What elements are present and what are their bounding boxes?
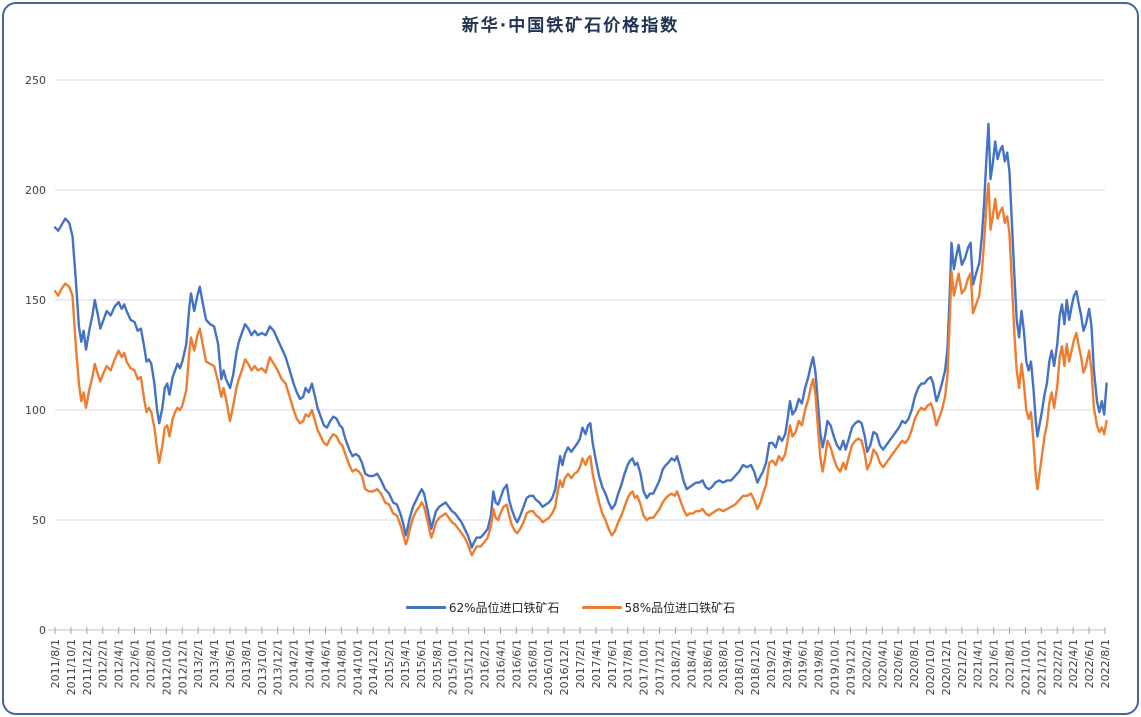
x-tick-label: 2012/12/1 [176, 639, 189, 695]
x-tick-label: 2015/12/1 [463, 639, 476, 695]
legend: 62%品位进口铁矿石 58%品位进口铁矿石 [0, 599, 1141, 616]
x-tick-label: 2014/10/1 [351, 639, 364, 695]
x-tick-label: 2015/8/1 [431, 639, 444, 688]
x-tick-label: 2022/8/1 [1099, 639, 1112, 688]
x-tick-label: 2022/6/1 [1083, 639, 1096, 688]
x-tick-label: 2020/10/1 [924, 639, 937, 695]
x-tick-label: 2013/8/1 [240, 639, 253, 688]
x-tick-label: 2016/10/1 [542, 639, 555, 695]
x-tick-label: 2021/12/1 [1035, 639, 1048, 695]
x-tick-label: 2016/8/1 [526, 639, 539, 688]
x-tick-label: 2018/8/1 [717, 639, 730, 688]
legend-item-62: 62%品位进口铁矿石 [405, 599, 560, 616]
chart-title: 新华·中国铁矿石价格指数 [461, 16, 680, 36]
x-tick-label: 2018/2/1 [669, 639, 682, 688]
x-tick-label: 2015/4/1 [399, 639, 412, 688]
x-tick-label: 2012/2/1 [97, 639, 110, 688]
x-tick-label: 2013/4/1 [208, 639, 221, 688]
x-tick-label: 2020/8/1 [908, 639, 921, 688]
x-tick-label: 2016/12/1 [558, 639, 571, 695]
x-tick-label: 2014/12/1 [367, 639, 380, 695]
y-tick-label: 200 [25, 184, 46, 197]
x-tick-label: 2012/4/1 [113, 639, 126, 688]
x-tick-label: 2018/6/1 [701, 639, 714, 688]
x-tick-label: 2014/6/1 [319, 639, 332, 688]
x-tick-label: 2012/10/1 [160, 639, 173, 695]
x-tick-label: 2017/12/1 [654, 639, 667, 695]
x-tick-label: 2019/2/1 [765, 639, 778, 688]
x-tick-label: 2013/6/1 [224, 639, 237, 688]
x-tick-label: 2015/6/1 [415, 639, 428, 688]
x-tick-label: 2013/12/1 [272, 639, 285, 695]
x-tick-label: 2012/6/1 [129, 639, 142, 688]
x-tick-label: 2021/6/1 [988, 639, 1001, 688]
y-tick-label: 50 [32, 514, 46, 527]
x-tick-label: 2019/4/1 [781, 639, 794, 688]
x-tick-label: 2017/10/1 [638, 639, 651, 695]
y-tick-label: 0 [39, 624, 46, 637]
series-line-62 [53, 122, 1108, 549]
x-tick-label: 2011/8/1 [49, 639, 62, 688]
x-tick-label: 2013/10/1 [256, 639, 269, 695]
series-line-58 [53, 182, 1108, 557]
y-tick-label: 150 [25, 294, 46, 307]
x-tick-label: 2011/10/1 [65, 639, 78, 695]
x-tick-label: 2016/6/1 [510, 639, 523, 688]
x-tick-label: 2020/6/1 [892, 639, 905, 688]
x-tick-label: 2021/8/1 [1004, 639, 1017, 688]
x-tick-label: 2017/4/1 [590, 639, 603, 688]
x-tick-label: 2019/10/1 [829, 639, 842, 695]
legend-line-swatch-58 [581, 606, 622, 609]
x-tick-label: 2014/8/1 [335, 639, 348, 688]
x-tick-label: 2019/8/1 [813, 639, 826, 688]
x-tick-label: 2021/4/1 [972, 639, 985, 688]
x-tick-label: 2021/10/1 [1019, 639, 1032, 695]
x-tick-label: 2017/6/1 [606, 639, 619, 688]
x-tick-label: 2022/4/1 [1067, 639, 1080, 688]
x-tick-label: 2018/10/1 [733, 639, 746, 695]
x-tick-label: 2020/2/1 [860, 639, 873, 688]
x-tick-label: 2015/10/1 [447, 639, 460, 695]
y-tick-label: 250 [25, 74, 46, 87]
legend-label-62: 62%品位进口铁矿石 [448, 601, 560, 615]
y-tick-label: 100 [25, 404, 46, 417]
x-tick-label: 2020/12/1 [940, 639, 953, 695]
x-tick-label: 2018/12/1 [749, 639, 762, 695]
x-tick-label: 2014/2/1 [288, 639, 301, 688]
x-tick-label: 2013/2/1 [192, 639, 205, 688]
x-tick-label: 2018/4/1 [685, 639, 698, 688]
x-tick-label: 2020/4/1 [876, 639, 889, 688]
x-tick-label: 2017/8/1 [622, 639, 635, 688]
x-tick-label: 2011/12/1 [81, 639, 94, 695]
x-tick-label: 2012/8/1 [144, 639, 157, 688]
x-tick-label: 2019/12/1 [844, 639, 857, 695]
x-tick-label: 2014/4/1 [304, 639, 317, 688]
x-tick-label: 2019/6/1 [797, 639, 810, 688]
x-tick-label: 2022/2/1 [1051, 639, 1064, 688]
x-tick-label: 2016/4/1 [494, 639, 507, 688]
x-tick-label: 2017/2/1 [574, 639, 587, 688]
x-tick-label: 2015/2/1 [383, 639, 396, 688]
legend-item-58: 58%品位进口铁矿石 [581, 599, 736, 616]
x-tick-label: 2021/2/1 [956, 639, 969, 688]
legend-line-swatch-62 [405, 606, 446, 609]
x-tick-label: 2016/2/1 [479, 639, 492, 688]
legend-label-58: 58%品位进口铁矿石 [624, 601, 736, 615]
